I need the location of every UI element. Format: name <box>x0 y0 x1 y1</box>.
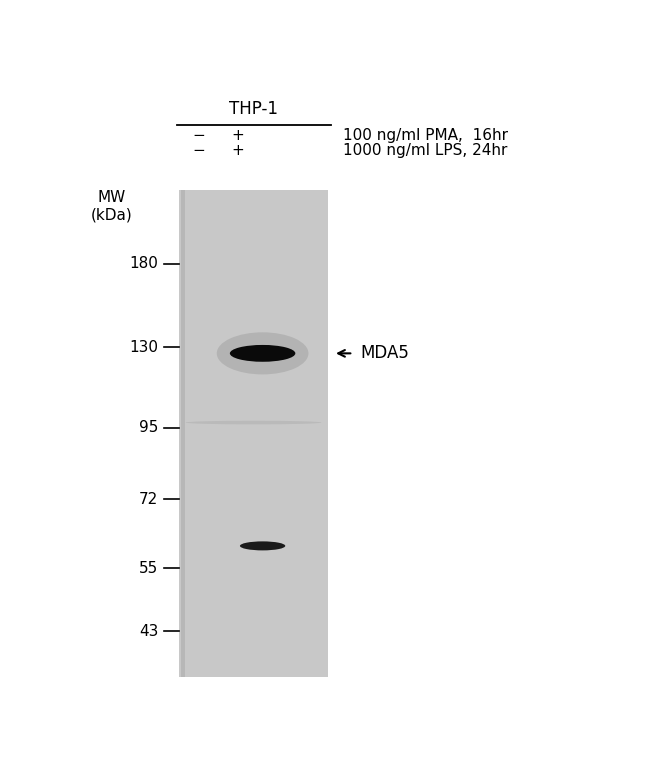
Ellipse shape <box>216 332 309 374</box>
Text: 100 ng/ml PMA,  16hr: 100 ng/ml PMA, 16hr <box>343 128 508 144</box>
Text: 95: 95 <box>139 420 159 435</box>
Text: 130: 130 <box>129 340 159 355</box>
Text: 55: 55 <box>139 561 159 576</box>
Text: MW
(kDa): MW (kDa) <box>90 190 133 223</box>
Ellipse shape <box>240 541 285 551</box>
Bar <box>181 190 185 677</box>
Text: THP-1: THP-1 <box>229 100 278 118</box>
Text: −: − <box>192 128 205 144</box>
Text: MDA5: MDA5 <box>361 344 410 362</box>
Text: +: + <box>231 128 244 144</box>
Text: 1000 ng/ml LPS, 24hr: 1000 ng/ml LPS, 24hr <box>343 144 508 159</box>
Text: 72: 72 <box>139 491 159 507</box>
Bar <box>179 190 328 677</box>
Text: 180: 180 <box>129 256 159 271</box>
Text: +: + <box>231 144 244 159</box>
Ellipse shape <box>230 345 295 362</box>
Ellipse shape <box>185 421 322 424</box>
Text: 43: 43 <box>139 624 159 639</box>
Text: −: − <box>192 144 205 159</box>
